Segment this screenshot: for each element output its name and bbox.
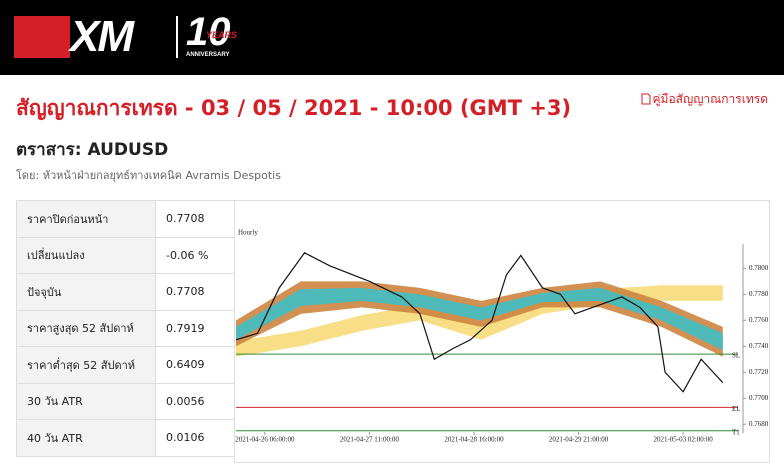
y-tick-label: 0.7780 <box>749 290 769 298</box>
x-tick-label: 2021-04-26 06:00:00 <box>235 436 295 444</box>
byline: โดย: หัวหน้าฝ่ายกลยุทธ์ทางเทคนิค Avramis… <box>16 169 281 182</box>
stat-label: ราคาต่ำสุด 52 สัปดาห์ <box>16 346 156 384</box>
y-tick-label: 0.7680 <box>749 420 769 428</box>
stat-label: 30 วัน ATR <box>16 382 156 420</box>
timeframe: Hourly <box>238 229 258 237</box>
y-tick-label: 0.7720 <box>749 368 769 376</box>
stat-value: -0.06 % <box>155 236 235 274</box>
chart: Hourly 0.7800 0.7780 0.7760 0.7740 0.7720 0.7… <box>234 200 770 463</box>
stat-label: ราคาสูงสุด 52 สัปดาห์ <box>16 309 156 347</box>
instrument: ตราสาร: AUDUSD <box>16 140 169 160</box>
y-tick-label: 0.7760 <box>749 316 769 324</box>
table-row: เปลี่ยนแปลง -0.06 % <box>16 236 235 274</box>
header: XM 10 YEARS ANNIVERSARY <box>0 0 784 75</box>
stat-value: 0.0056 <box>155 382 235 420</box>
stat-label: ปัจจุบัน <box>16 273 156 311</box>
logo-mark[interactable] <box>14 16 70 58</box>
stats-table: ราคาปิดก่อนหน้า 0.7708 เปลี่ยนแปลง -0.06 % ป… <box>16 200 235 457</box>
level-label: EL <box>732 405 741 413</box>
anniversary-years: YEARS <box>206 30 238 40</box>
table-row: ราคาปิดก่อนหน้า 0.7708 <box>16 200 235 238</box>
y-tick-label: 0.7740 <box>749 342 769 350</box>
stat-value: 0.7919 <box>155 309 235 347</box>
table-row: ราคาสูงสุด 52 สัปดาห์ 0.7919 <box>16 309 235 347</box>
stat-label: 40 วัน ATR <box>16 419 156 457</box>
logo-separator <box>176 16 178 58</box>
level-label: T1 <box>732 428 740 436</box>
y-tick-label: 0.7800 <box>749 264 769 272</box>
price-line <box>235 252 724 393</box>
table-row: ปัจจุบัน 0.7708 <box>16 273 235 311</box>
guide-link[interactable]: คู่มือสัญญาณการเทรด <box>641 90 769 109</box>
y-tick-label: 0.7700 <box>749 394 769 402</box>
level-label: SL <box>732 352 740 360</box>
stat-value: 0.0106 <box>155 419 235 457</box>
stat-value: 0.7708 <box>155 273 235 311</box>
x-tick-label: 2021-04-28 16:00:00 <box>444 436 504 444</box>
page-title: สัญญาณการเทรด - 03 / 05 / 2021 - 10:00 (… <box>16 96 572 120</box>
anniversary-number: 10 <box>186 10 231 54</box>
stat-value: 0.7708 <box>155 200 235 238</box>
x-tick-label: 2021-04-27 11:00:00 <box>340 436 400 444</box>
table-row: 40 วัน ATR 0.0106 <box>16 419 235 457</box>
logo-text[interactable]: XM <box>70 12 134 61</box>
stat-value: 0.6409 <box>155 346 235 384</box>
table-row: 30 วัน ATR 0.0056 <box>16 382 235 420</box>
anniversary-text: ANNIVERSARY <box>186 52 230 58</box>
ma-band <box>236 287 723 351</box>
stat-label: เปลี่ยนแปลง <box>16 236 156 274</box>
stat-label: ราคาปิดก่อนหน้า <box>16 200 156 238</box>
pdf-icon <box>641 93 650 105</box>
table-row: ราคาต่ำสุด 52 สัปดาห์ 0.6409 <box>16 346 235 384</box>
x-tick-label: 2021-04-29 21:00:00 <box>549 436 609 444</box>
x-tick-label: 2021-05-03 02:00:00 <box>653 436 713 444</box>
guide-link-text[interactable]: คู่มือสัญญาณการเทรด <box>652 92 769 106</box>
